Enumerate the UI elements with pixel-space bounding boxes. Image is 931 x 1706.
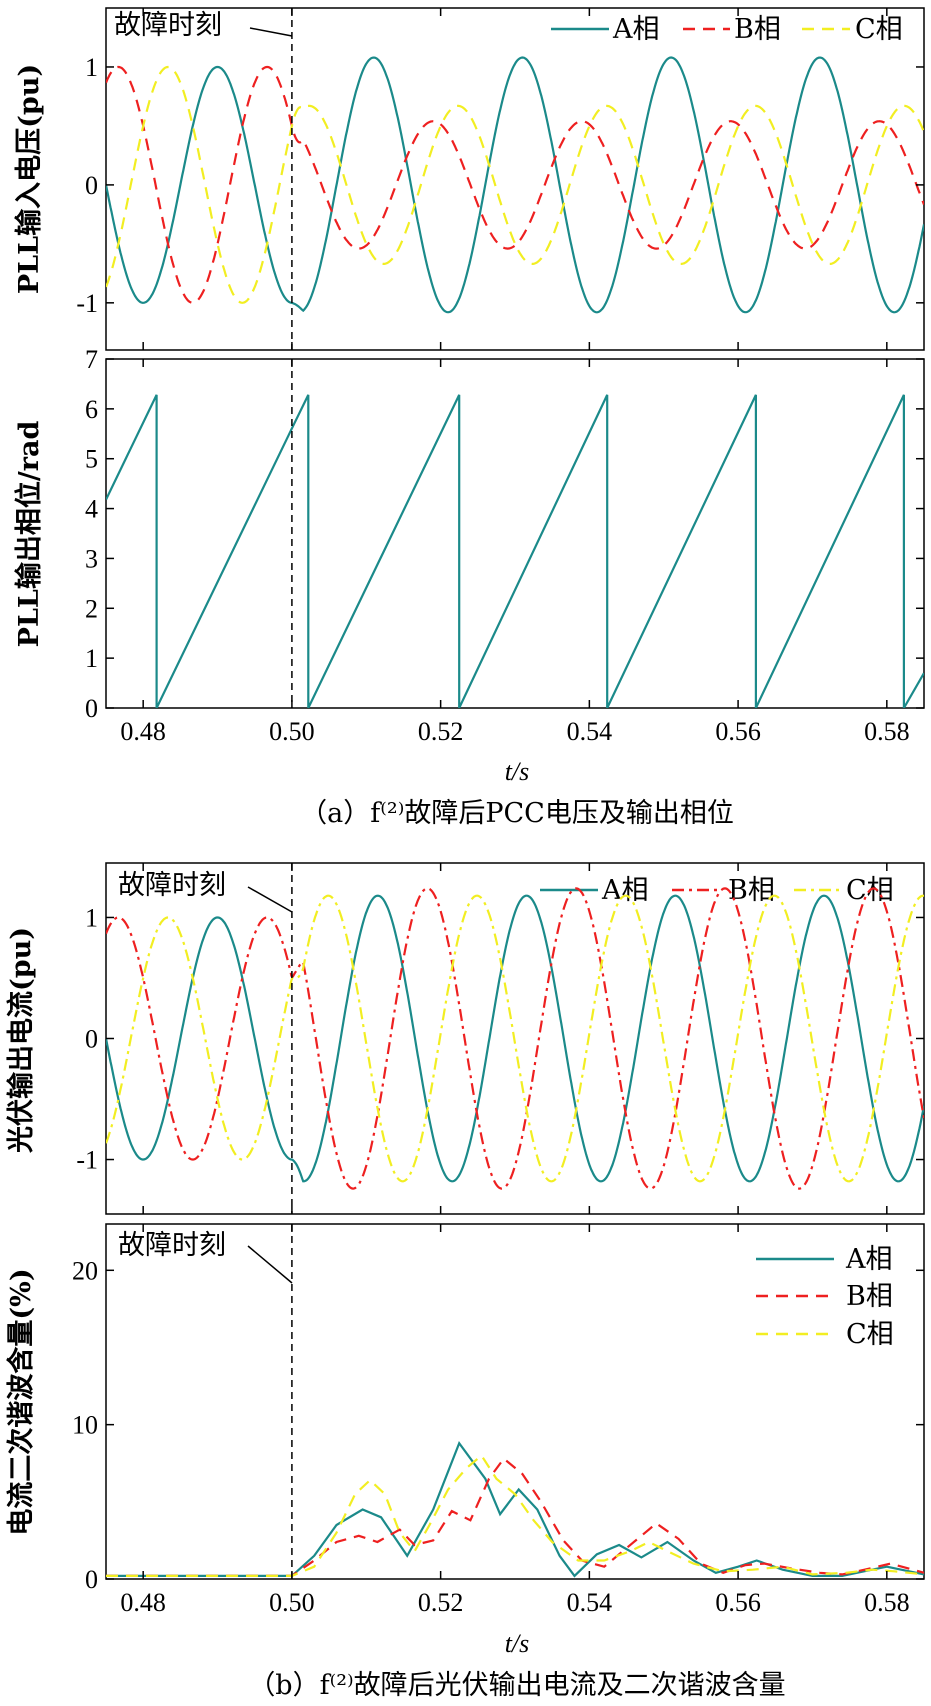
series-a-line (106, 894, 924, 1183)
legend-label-b: B相 (846, 1281, 893, 1312)
legend-label-a: A相 (612, 14, 660, 45)
series-b-line (106, 65, 924, 304)
xtick-label: 0.50 (269, 1588, 315, 1617)
fault-pointer-b-top (247, 886, 293, 913)
plot-area-b-top (106, 887, 924, 1190)
plot-area-a-bottom (106, 394, 924, 708)
ylabel-a-bottom: PLL输出相位/rad (13, 421, 45, 648)
plot-frame-a-bottom (105, 358, 925, 709)
ytick-label: 10 (72, 1411, 98, 1440)
xtick-label: 0.56 (715, 717, 761, 746)
legend-label-a: A相 (601, 875, 649, 906)
fault-annotation-b-bottom: 故障时刻 (118, 1230, 226, 1261)
ytick-label: 1 (85, 903, 98, 932)
series-a-line (106, 1440, 924, 1578)
ytick-label: 2 (85, 594, 98, 623)
ytick-label: -1 (76, 289, 98, 318)
series-b-line (106, 1457, 924, 1578)
xlabel-b: t/s (505, 1629, 530, 1658)
ylabel-b-bottom: 电流二次谐波含量(%) (5, 1268, 37, 1535)
legend-label-c: C相 (855, 14, 903, 45)
series-c-line (106, 65, 924, 304)
legend-b-bottom: A相 B相 C相 (756, 1244, 894, 1350)
plot-frame-a-top (105, 7, 925, 351)
series-c-line (106, 1453, 924, 1578)
fault-annotation-a-top: 故障时刻 (114, 10, 222, 41)
caption-b: （b）f⁽²⁾故障后光伏输出电流及二次谐波含量 (248, 1670, 785, 1701)
ytick-label: 0 (85, 1565, 98, 1594)
ytick-label: 20 (72, 1256, 98, 1285)
xtick-label: 0.52 (418, 1588, 464, 1617)
xtick-label: 0.48 (120, 717, 166, 746)
xtick-label: 0.56 (715, 1588, 761, 1617)
legend-label-b: B相 (728, 875, 775, 906)
plot-area-a-top (106, 56, 924, 314)
legend-label-b: B相 (734, 14, 781, 45)
xtick-label: 0.54 (567, 1588, 613, 1617)
fault-pointer-a-top (249, 27, 293, 37)
ytick-label: 1 (85, 644, 98, 673)
ytick-label: 5 (85, 445, 98, 474)
ylabel-b-top: 光伏输出电流(pu) (5, 927, 37, 1154)
ytick-label: 3 (85, 544, 98, 573)
ytick-label: 6 (85, 395, 98, 424)
xtick-label: 0.48 (120, 1588, 166, 1617)
plot-area-b-bottom (106, 1440, 924, 1578)
xtick-label: 0.58 (864, 1588, 910, 1617)
legend-label-a: A相 (845, 1244, 893, 1275)
caption-a: （a）f⁽²⁾故障后PCC电压及输出相位 (300, 798, 734, 829)
xtick-label: 0.58 (864, 717, 910, 746)
plot-frame-b-bottom (105, 1223, 925, 1580)
xtick-label: 0.54 (567, 717, 613, 746)
series-a-line (106, 394, 924, 708)
ytick-label: 7 (85, 345, 98, 374)
ytick-label: 0 (85, 694, 98, 723)
ylabel-a-top: PLL输入电压(pu) (13, 64, 45, 294)
legend-label-c: C相 (846, 1319, 894, 1350)
xtick-label: 0.52 (418, 717, 464, 746)
ytick-label: 0 (85, 1025, 98, 1054)
xlabel-a: t/s (505, 757, 530, 786)
legend-a-top: A相 B相 C相 (551, 14, 903, 45)
ytick-label: 0 (85, 171, 98, 200)
series-c-line (106, 894, 924, 1183)
fault-annotation-b-top: 故障时刻 (118, 870, 226, 901)
xtick-label: 0.50 (269, 717, 315, 746)
series-a-line (106, 56, 924, 314)
fault-pointer-b-bottom (247, 1245, 293, 1284)
legend-b-top: A相 B相 C相 (540, 875, 894, 906)
ytick-label: -1 (76, 1146, 98, 1175)
ytick-label: 4 (85, 495, 98, 524)
ytick-label: 1 (85, 53, 98, 82)
